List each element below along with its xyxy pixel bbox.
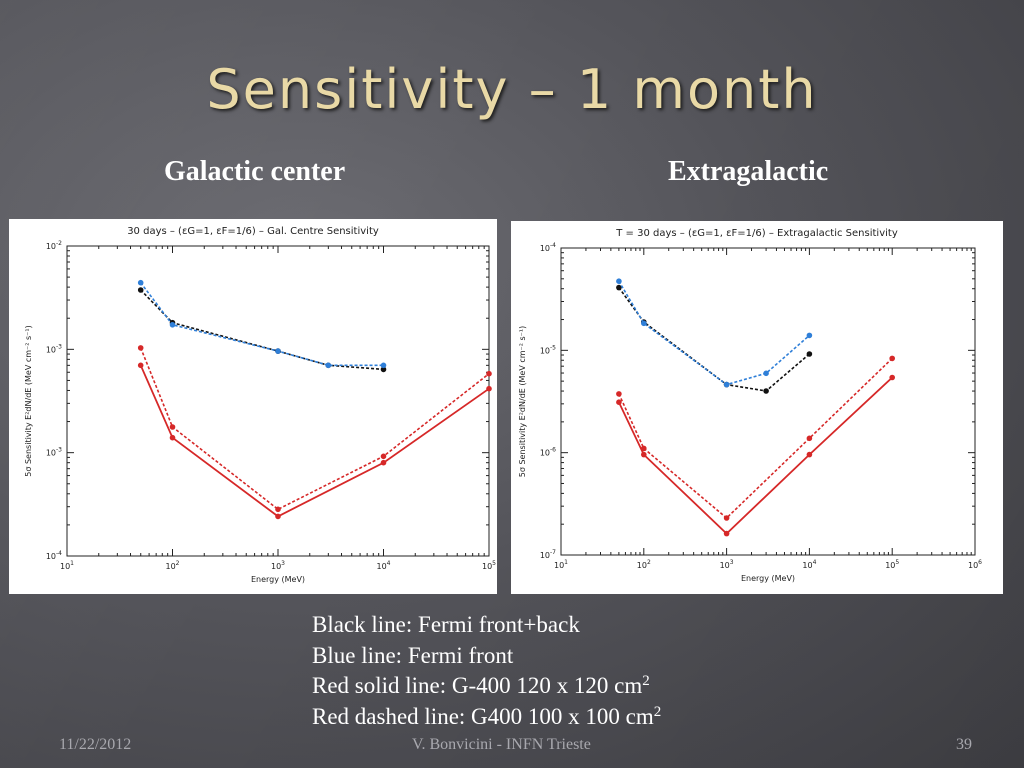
data-point — [723, 515, 730, 521]
data-point — [616, 278, 622, 284]
page-number: 39 — [956, 736, 972, 753]
plot-frame — [560, 247, 976, 556]
x-tick-label: 106 — [968, 559, 982, 570]
data-point — [137, 362, 144, 369]
series-line-red-solid — [618, 376, 893, 535]
x-tick-label: 105 — [482, 560, 496, 571]
series-line-red-dashed — [618, 357, 893, 520]
data-point — [763, 370, 769, 377]
x-tick-label: 102 — [637, 559, 651, 570]
legend-black-line: Black line: Fermi front+back — [312, 612, 580, 637]
data-point — [806, 435, 813, 442]
x-tick-label: 104 — [376, 560, 390, 571]
y-tick-label: 10-4 — [540, 242, 556, 253]
galactic-center-chart: 30 days – (εG=1, εF=1/6) – Gal. Centre S… — [24, 226, 496, 584]
data-point — [616, 391, 622, 397]
data-point — [641, 451, 647, 458]
data-point — [169, 322, 176, 328]
data-point — [723, 381, 730, 388]
galactic-center-chart-panel: 30 days – (εG=1, εF=1/6) – Gal. Centre S… — [9, 219, 497, 594]
data-point — [275, 513, 281, 520]
x-axis-label: Energy (MeV) — [741, 574, 795, 583]
footer-date: 11/22/2012 — [59, 736, 132, 753]
chart-title: 30 days – (εG=1, εF=1/6) – Gal. Centre S… — [127, 226, 379, 237]
y-axis-label: 5σ Sensitivity E²dN/dE (MeV cm⁻² s⁻¹) — [518, 326, 527, 477]
y-tick-label: 10-3 — [46, 447, 62, 458]
x-tick-label: 103 — [720, 559, 734, 570]
y-tick-label: 10-3 — [46, 343, 62, 354]
data-point — [889, 374, 895, 381]
data-point — [616, 284, 622, 291]
x-tick-label: 101 — [60, 560, 74, 571]
data-point — [486, 385, 492, 392]
data-point — [380, 366, 387, 373]
data-point — [806, 451, 813, 458]
y-tick-label: 10-5 — [540, 344, 556, 355]
footer-author: V. Bonvicini - INFN Trieste — [412, 736, 591, 753]
data-point — [641, 445, 647, 452]
data-point — [275, 348, 281, 354]
right-chart-subtitle: Extragalactic — [668, 156, 829, 187]
data-point — [169, 424, 176, 430]
data-point — [806, 351, 813, 357]
data-point — [380, 453, 387, 460]
legend: Black line: Fermi front+back Blue line: … — [312, 610, 661, 732]
data-point — [325, 362, 332, 369]
series-line-black-dashed — [140, 289, 384, 371]
data-point — [137, 279, 144, 286]
data-point — [380, 362, 387, 369]
y-tick-label: 10-4 — [46, 550, 62, 561]
legend-blue-line: Blue line: Fermi front — [312, 642, 514, 668]
x-axis-label: Energy (MeV) — [251, 575, 305, 584]
data-point — [137, 287, 144, 293]
data-point — [763, 388, 769, 394]
data-point — [486, 370, 492, 377]
y-axis-label: 5σ Sensitivity E²dN/dE (MeV cm⁻² s⁻¹) — [24, 325, 33, 476]
slide-title: Sensitivity – 1 month — [206, 58, 818, 121]
data-point — [275, 506, 281, 513]
x-tick-label: 103 — [271, 560, 285, 571]
data-point — [137, 345, 144, 351]
legend-red-solid-line: Red solid line: G-400 120 x 120 cm2 — [312, 673, 650, 698]
x-tick-label: 104 — [802, 559, 816, 570]
y-tick-label: 10-2 — [46, 240, 62, 251]
chart-title: T = 30 days – (εG=1, εF=1/6) – Extragala… — [615, 228, 898, 239]
extragalactic-chart-panel: T = 30 days – (εG=1, εF=1/6) – Extragala… — [511, 221, 1003, 594]
series-line-blue-dashed — [618, 280, 810, 386]
x-tick-label: 102 — [165, 560, 179, 571]
x-tick-label: 105 — [885, 559, 899, 570]
series-line-red-solid — [139, 364, 490, 518]
data-point — [616, 399, 622, 405]
data-point — [169, 434, 176, 441]
legend-red-dashed-line: Red dashed line: G400 100 x 100 cm2 — [312, 703, 662, 729]
data-point — [806, 332, 813, 339]
y-tick-label: 10-6 — [540, 447, 556, 458]
extragalactic-chart: T = 30 days – (εG=1, εF=1/6) – Extragala… — [518, 228, 982, 583]
data-point — [641, 320, 647, 327]
y-tick-label: 10-7 — [540, 549, 556, 560]
data-point — [380, 459, 387, 466]
data-point — [723, 530, 730, 537]
x-tick-label: 101 — [554, 559, 568, 570]
left-chart-subtitle: Galactic center — [164, 156, 346, 187]
series-line-red-dashed — [139, 347, 490, 511]
data-point — [889, 355, 895, 362]
